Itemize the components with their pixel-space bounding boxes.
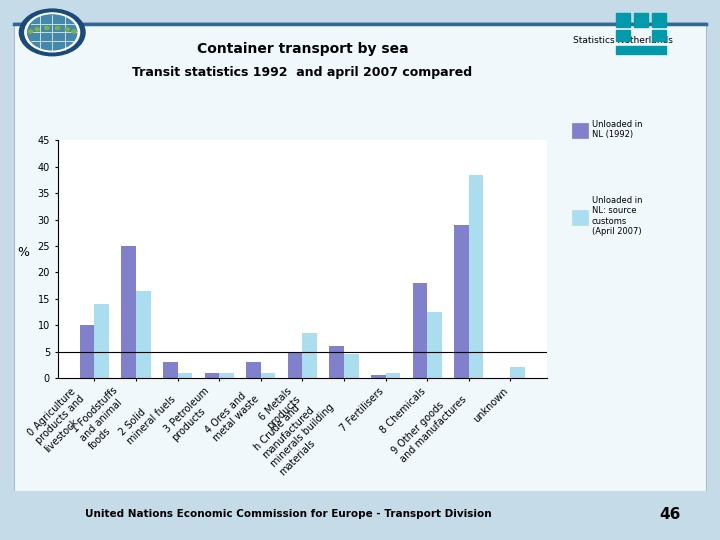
Y-axis label: %: % xyxy=(17,246,30,259)
Bar xyxy=(246,362,261,378)
Circle shape xyxy=(55,26,60,30)
Bar xyxy=(122,246,136,378)
Circle shape xyxy=(65,28,69,31)
Circle shape xyxy=(45,26,49,30)
Bar xyxy=(204,373,219,378)
Bar xyxy=(616,30,630,41)
Bar xyxy=(652,30,666,41)
Circle shape xyxy=(27,15,77,50)
Text: United Nations Economic Commission for Europe - Transport Division: United Nations Economic Commission for E… xyxy=(85,509,491,519)
Bar xyxy=(80,325,94,378)
Bar xyxy=(371,375,386,378)
Text: Transit statistics 1992  and april 2007 compared: Transit statistics 1992 and april 2007 c… xyxy=(132,66,472,79)
Text: Unloaded in
NL: source
customs
(April 2007): Unloaded in NL: source customs (April 20… xyxy=(592,196,642,236)
Bar xyxy=(94,304,109,378)
Bar xyxy=(469,175,483,378)
Bar xyxy=(510,367,525,378)
Text: Unloaded in
NL (1992): Unloaded in NL (1992) xyxy=(592,120,642,139)
Text: 46: 46 xyxy=(659,507,680,522)
Circle shape xyxy=(35,28,40,31)
Bar xyxy=(178,373,192,378)
Bar xyxy=(261,373,275,378)
Bar xyxy=(302,333,317,378)
Circle shape xyxy=(28,30,32,33)
Circle shape xyxy=(28,30,32,33)
Bar xyxy=(163,362,178,378)
Bar xyxy=(616,45,666,54)
Bar xyxy=(330,346,344,378)
Bar xyxy=(288,352,302,378)
Bar xyxy=(344,354,359,378)
Bar xyxy=(219,373,234,378)
Circle shape xyxy=(55,26,60,30)
Bar xyxy=(652,13,666,26)
Bar xyxy=(427,312,442,378)
Bar xyxy=(136,291,150,378)
Bar xyxy=(386,373,400,378)
Text: Container transport by sea: Container transport by sea xyxy=(197,42,408,56)
Bar xyxy=(616,13,630,26)
Circle shape xyxy=(24,13,79,52)
Circle shape xyxy=(35,28,40,31)
Circle shape xyxy=(65,28,69,31)
Bar xyxy=(413,283,427,378)
Bar xyxy=(634,13,648,26)
Circle shape xyxy=(72,30,76,33)
Circle shape xyxy=(45,26,49,30)
Bar xyxy=(454,225,469,378)
Circle shape xyxy=(72,30,76,33)
Text: Statistics Netherlands: Statistics Netherlands xyxy=(573,36,672,45)
Circle shape xyxy=(19,9,85,56)
